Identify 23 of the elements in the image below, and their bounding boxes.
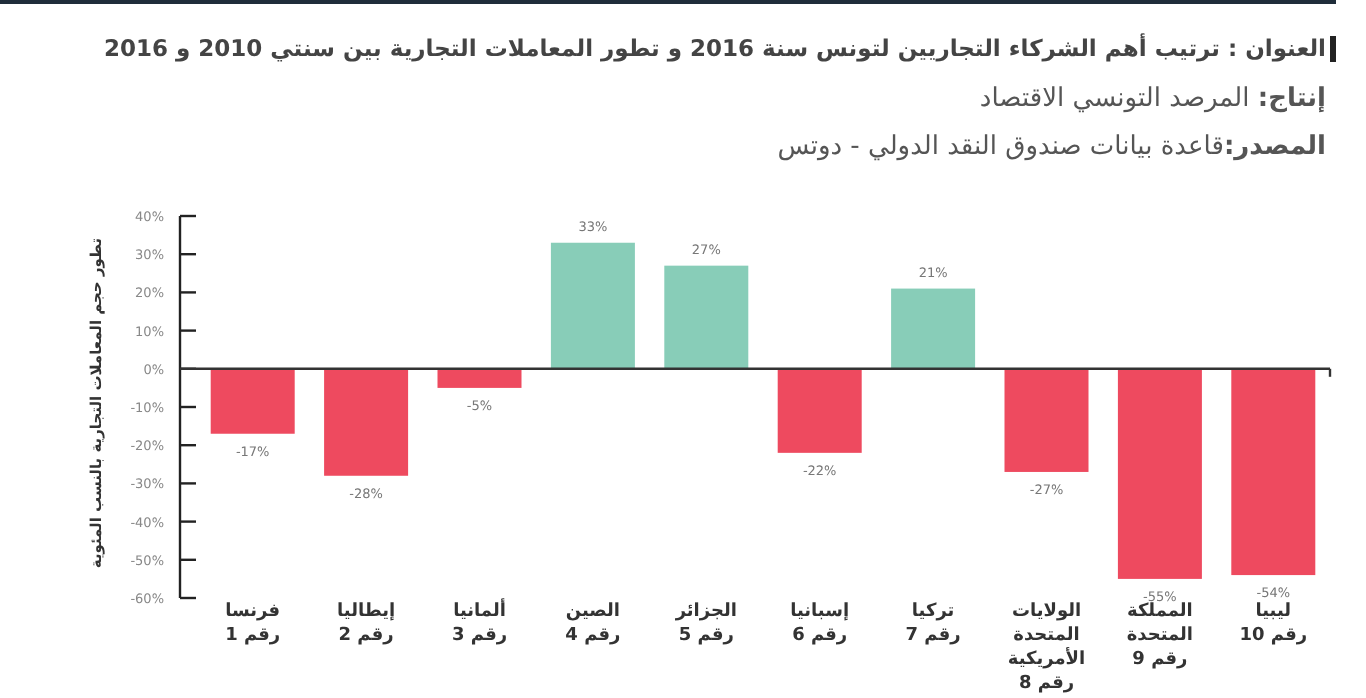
x-tick-label: الصين رقم 4	[563, 600, 623, 648]
bar	[1117, 368, 1202, 579]
bar	[1231, 368, 1316, 576]
bar	[437, 368, 522, 388]
x-tick-label: المملكة المتحدة رقم 9	[1124, 602, 1196, 672]
bar	[550, 242, 635, 369]
bar	[324, 368, 409, 476]
bar	[210, 368, 295, 434]
text: المصدر:قاعدة بيانات صندوق النقد الدولي - دوتس	[777, 132, 1326, 162]
bar	[891, 288, 976, 369]
bar	[777, 368, 862, 453]
x-tick-label: ألمانيا رقم 3	[449, 600, 510, 648]
x-tick-label: الولايات المتحدة الأمريكية رقم 8	[1005, 600, 1088, 696]
x-tick-label: فرنسا رقم 1	[223, 600, 283, 648]
bar	[664, 265, 749, 369]
bar	[1004, 368, 1089, 472]
x-tick-label: الجزائر رقم 5	[673, 600, 739, 648]
x-tick-label: إسبانيا رقم 6	[788, 600, 852, 648]
x-tick-label: ليبيا رقم 10	[1237, 600, 1310, 648]
x-tick-label: إيطاليا رقم 2	[335, 600, 398, 648]
chart-subtitle: إنتاج: المرصد التونسي الاقتصاد	[979, 84, 1326, 114]
x-tick-label: تركيا رقم 7	[903, 600, 963, 648]
chart-title: العنوان : ترتيب أهم الشركاء التجاريين لتونس سنة 2016 و تطور المعاملات التجارية بين سنتي 2010 و 2016	[103, 31, 1326, 66]
